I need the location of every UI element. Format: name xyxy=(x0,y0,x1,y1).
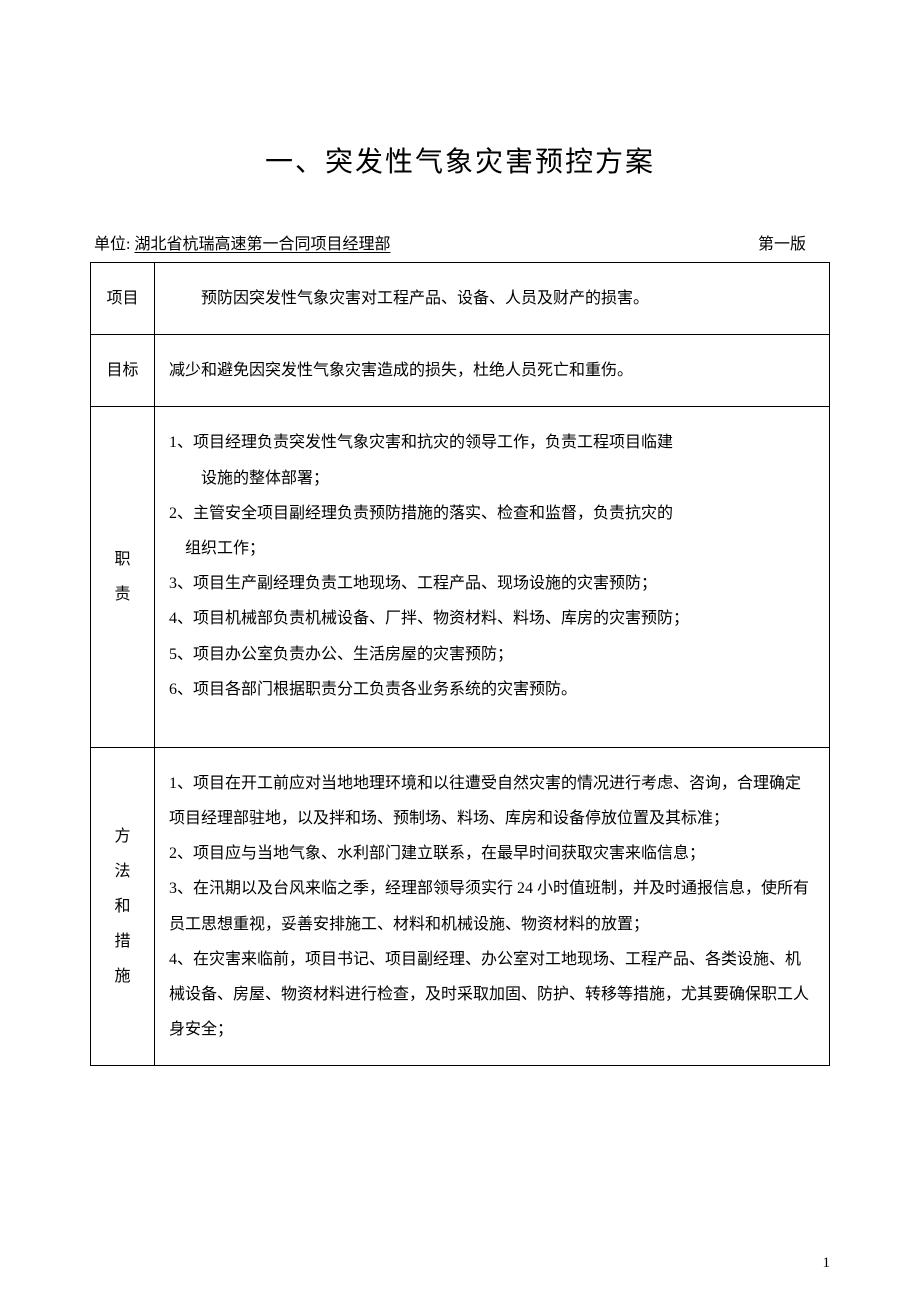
table-row: 方 法 和 措 施 1、项目在开工前应对当地地理环境和以往遭受自然灾害的情况进行… xyxy=(91,747,830,1066)
method-char-3: 和 xyxy=(114,889,130,924)
method-char-5: 施 xyxy=(114,959,130,994)
table-row: 目标 减少和避免因突发性气象灾害造成的损失，杜绝人员死亡和重伤。 xyxy=(91,335,830,407)
method-char-4: 措 xyxy=(114,924,130,959)
row-header-goal: 目标 xyxy=(91,335,155,407)
duty-item-5: 5、项目办公室负责办公、生活房屋的灾害预防； xyxy=(169,637,815,672)
unit-block: 单位: 湖北省杭瑞高速第一合同项目经理部 xyxy=(94,230,390,254)
row-content-duty: 1、项目经理负责突发性气象灾害和抗灾的领导工作，负责工程项目临建 设施的整体部署… xyxy=(155,407,830,748)
row-content-project: 预防因突发性气象灾害对工程产品、设备、人员及财产的损害。 xyxy=(155,263,830,335)
duty-item-1a: 1、项目经理负责突发性气象灾害和抗灾的领导工作，负责工程项目临建 xyxy=(169,425,815,460)
unit-label: 单位: xyxy=(94,230,130,254)
vert-label-method: 方 法 和 措 施 xyxy=(105,819,140,995)
header-line: 单位: 湖北省杭瑞高速第一合同项目经理部 第一版 xyxy=(90,230,830,254)
method-item-3: 3、在汛期以及台风来临之季，经理部领导须实行 24 小时值班制，并及时通报信息，… xyxy=(169,871,815,941)
plan-table: 项目 预防因突发性气象灾害对工程产品、设备、人员及财产的损害。 目标 减少和避免… xyxy=(90,262,830,1066)
row-content-method: 1、项目在开工前应对当地地理环境和以往遭受自然灾害的情况进行考虑、咨询，合理确定… xyxy=(155,747,830,1066)
document-page: 一、突发性气象灾害预控方案 单位: 湖北省杭瑞高速第一合同项目经理部 第一版 项… xyxy=(0,0,920,1066)
method-item-4: 4、在灾害来临前，项目书记、项目副经理、办公室对工地现场、工程产品、各类设施、机… xyxy=(169,942,815,1048)
duty-item-6: 6、项目各部门根据职责分工负责各业务系统的灾害预防。 xyxy=(169,672,815,707)
table-row: 职 责 1、项目经理负责突发性气象灾害和抗灾的领导工作，负责工程项目临建 设施的… xyxy=(91,407,830,748)
method-item-1: 1、项目在开工前应对当地地理环境和以往遭受自然灾害的情况进行考虑、咨询，合理确定… xyxy=(169,766,815,836)
row-content-goal: 减少和避免因突发性气象灾害造成的损失，杜绝人员死亡和重伤。 xyxy=(155,335,830,407)
method-item-2: 2、项目应与当地气象、水利部门建立联系，在最早时间获取灾害来临信息； xyxy=(169,836,815,871)
duty-item-4: 4、项目机械部负责机械设备、厂拌、物资材料、料场、库房的灾害预防； xyxy=(169,601,815,636)
duty-item-1b: 设施的整体部署； xyxy=(169,461,815,496)
duty-item-2a: 2、主管安全项目副经理负责预防措施的落实、检查和监督，负责抗灾的 xyxy=(169,496,815,531)
document-title: 一、突发性气象灾害预控方案 xyxy=(90,140,830,180)
row-header-project: 项目 xyxy=(91,263,155,335)
duty-item-3: 3、项目生产副经理负责工地现场、工程产品、现场设施的灾害预防； xyxy=(169,566,815,601)
duty-char-1: 职 xyxy=(114,542,130,577)
row-header-method: 方 法 和 措 施 xyxy=(91,747,155,1066)
duty-item-2b: 组织工作； xyxy=(169,531,815,566)
row-header-duty: 职 责 xyxy=(91,407,155,748)
method-char-2: 法 xyxy=(114,854,130,889)
method-char-1: 方 xyxy=(114,819,130,854)
duty-char-2: 责 xyxy=(114,577,130,612)
version-label: 第一版 xyxy=(758,230,826,254)
unit-value: 湖北省杭瑞高速第一合同项目经理部 xyxy=(134,230,390,254)
table-row: 项目 预防因突发性气象灾害对工程产品、设备、人员及财产的损害。 xyxy=(91,263,830,335)
vert-label-duty: 职 责 xyxy=(105,542,140,612)
page-number: 1 xyxy=(823,1255,831,1272)
